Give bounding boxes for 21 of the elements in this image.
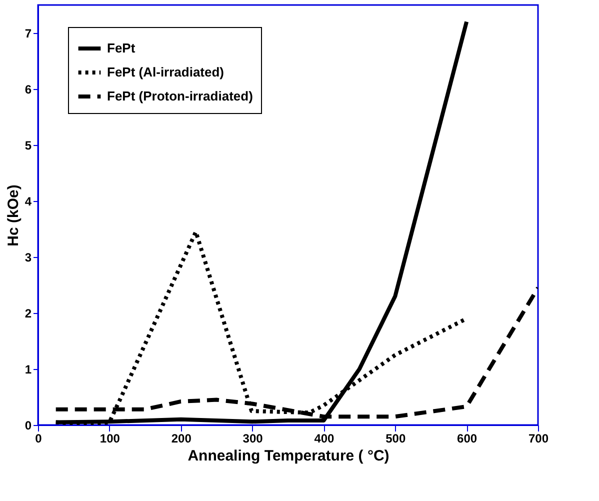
y-tick-label: 2 [24,306,32,320]
x-tick-label: 400 [314,432,335,446]
x-axis-title: Annealing Temperature ( °C) [188,448,390,464]
x-tick-label: 600 [457,432,478,446]
x-tick-label: 0 [35,432,42,446]
legend-label: FePt (Al-irradiated) [107,64,224,80]
y-tick-label: 6 [24,82,32,96]
x-tick-label: 200 [171,432,192,446]
y-tick-label: 1 [24,362,32,376]
x-tick-label: 300 [242,432,264,446]
legend-label: FePt [107,40,136,56]
y-tick-label: 0 [24,418,32,432]
y-tick-label: 7 [24,26,32,40]
x-tick-label: 100 [100,432,120,446]
y-axis-title: Hc (kOe) [4,184,22,246]
legend-label: FePt (Proton-irradiated) [107,88,253,104]
y-tick-label: 3 [24,250,32,264]
x-tick-label: 700 [528,432,549,446]
y-tick-label: 5 [24,138,32,152]
y-tick-label: 4 [24,194,32,208]
x-tick-label: 500 [386,432,406,446]
